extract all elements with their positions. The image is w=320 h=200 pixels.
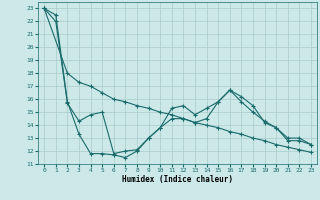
X-axis label: Humidex (Indice chaleur): Humidex (Indice chaleur) <box>122 175 233 184</box>
